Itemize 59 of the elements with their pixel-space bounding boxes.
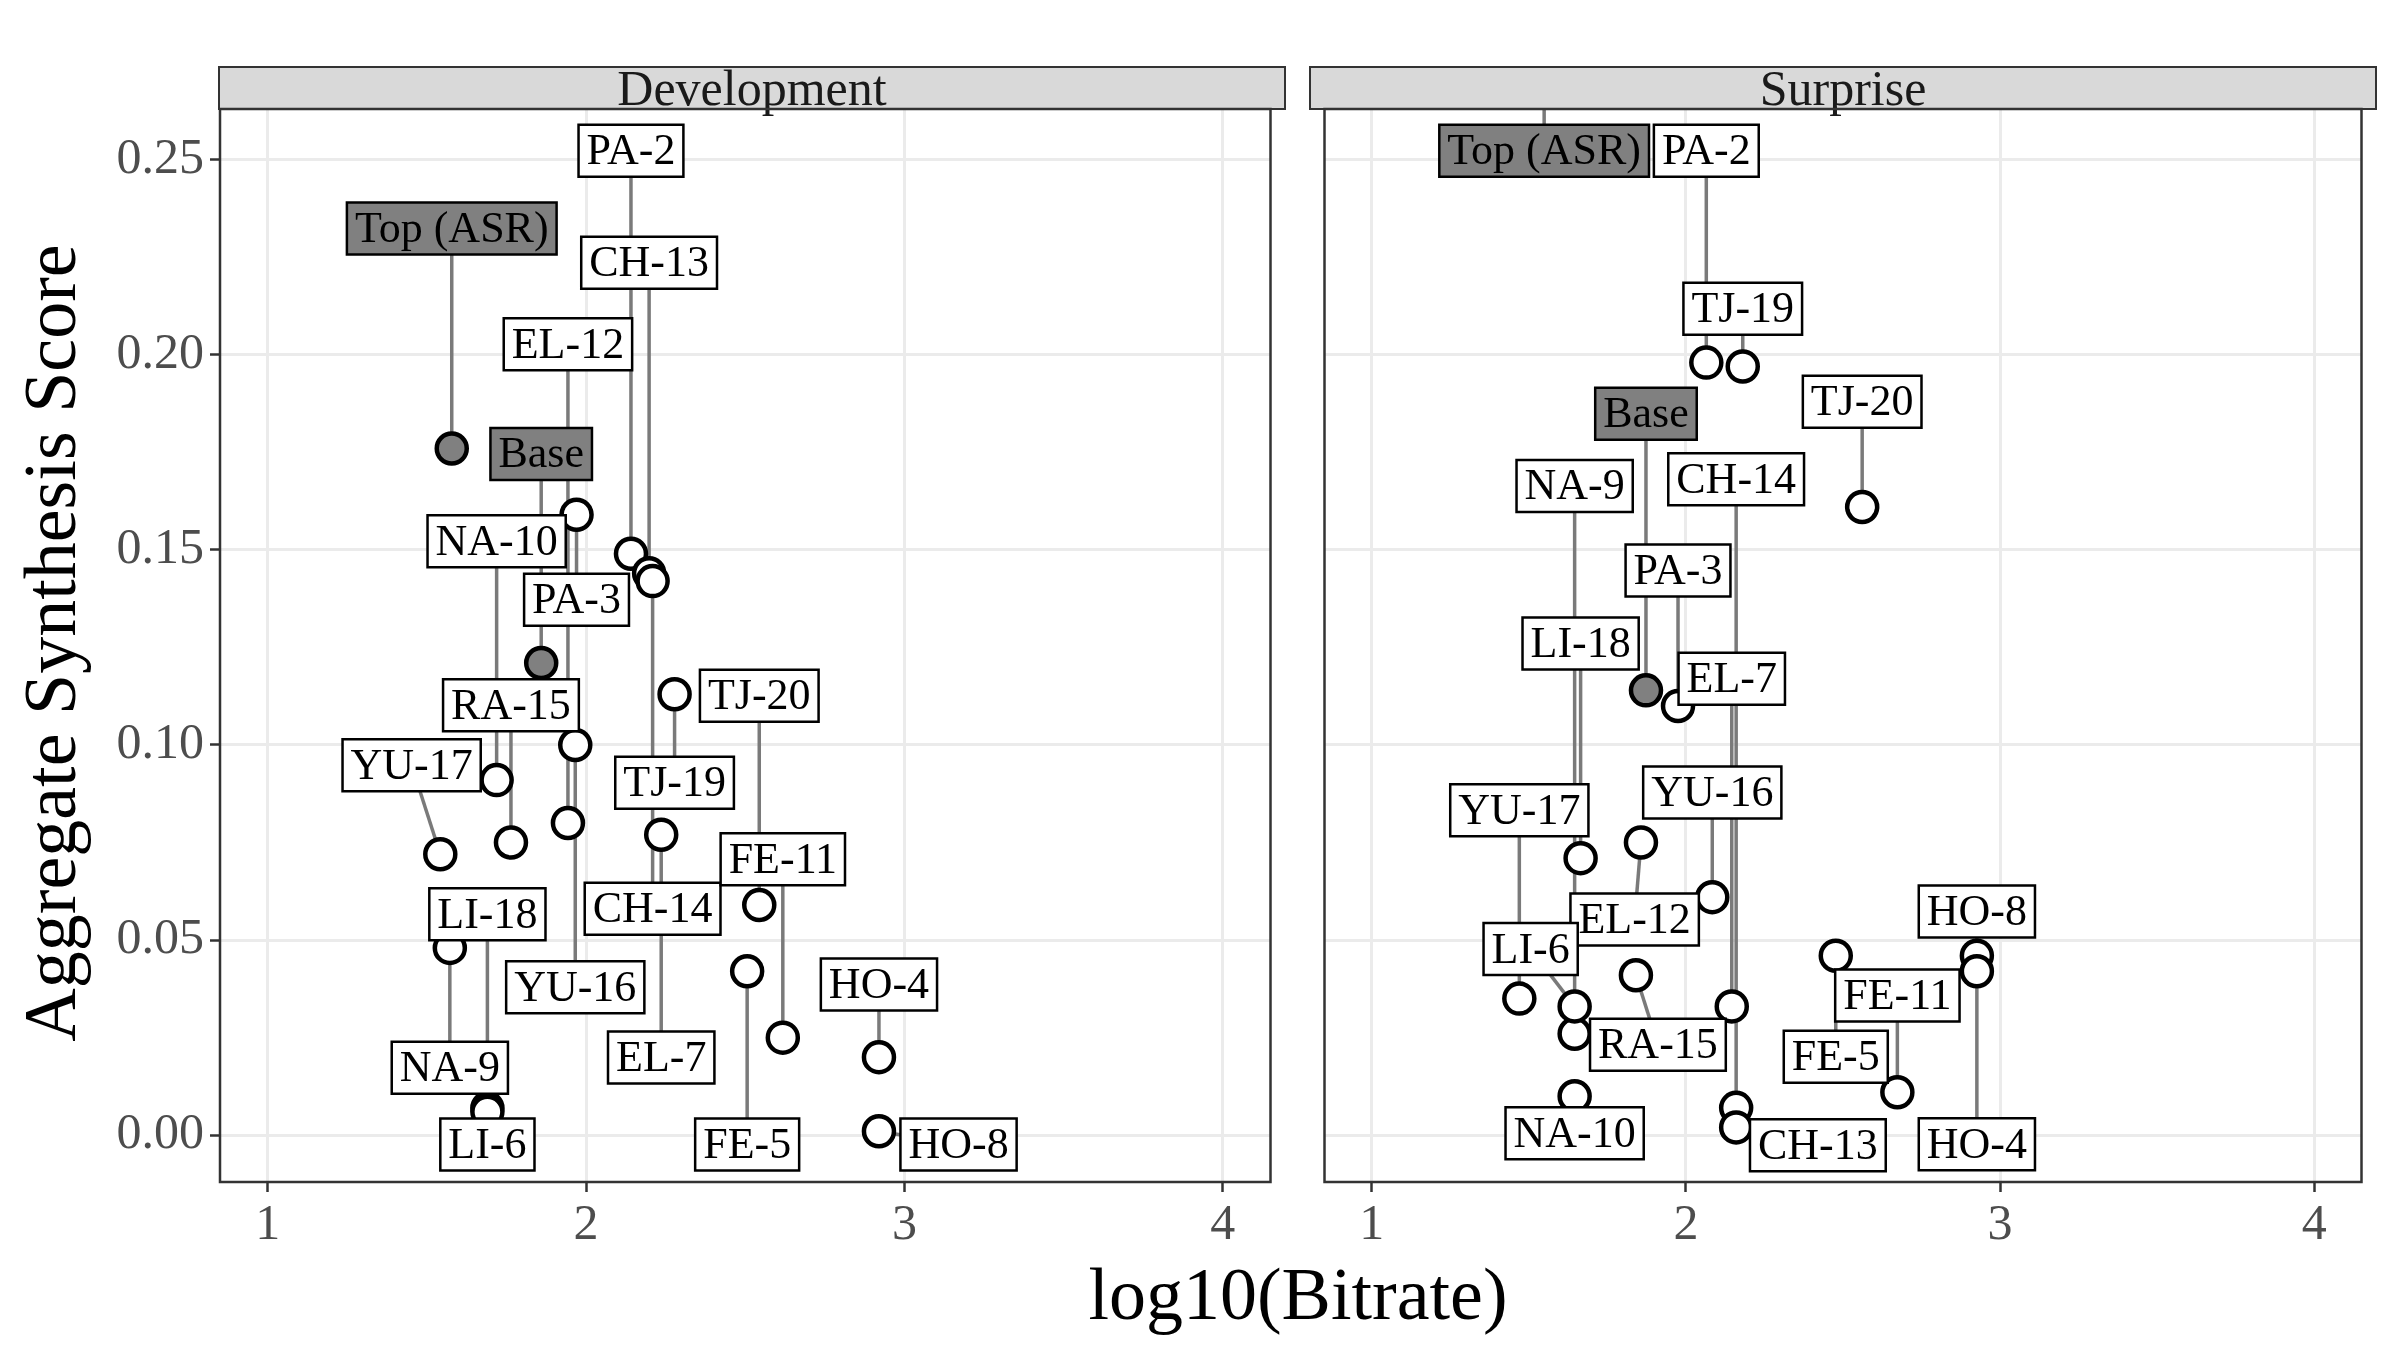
annotation: Base	[498, 428, 584, 478]
y-axis-title: Aggregate Synthesis Score	[7, 244, 92, 1042]
annotation: Base	[1603, 388, 1689, 438]
annotation: LI-18	[437, 888, 538, 938]
annotation: YU-17	[350, 739, 473, 789]
x-tick-label: 1	[1359, 1194, 1385, 1251]
annotation: CH-14	[1676, 453, 1797, 503]
annotation: PA-2	[586, 125, 676, 175]
annotation: HO-8	[908, 1119, 1009, 1169]
y-tick-label: 0.20	[116, 322, 204, 379]
annotation: HO-4	[828, 959, 930, 1009]
y-tick-label: 0.05	[116, 908, 204, 965]
annotation: PA-3	[532, 574, 621, 624]
annotation: YU-16	[1651, 767, 1774, 817]
x-tick-label: 4	[2301, 1194, 2327, 1251]
y-tick-label: 0.10	[116, 713, 204, 770]
annotation: NA-9	[399, 1042, 500, 1092]
annotation: EL-7	[1686, 653, 1777, 703]
x-tick-label: 4	[1210, 1194, 1236, 1251]
annotation: NA-10	[435, 515, 558, 565]
annotation: LI-18	[1530, 618, 1631, 668]
x-axis-title: log10(Bitrate)	[1088, 1252, 1508, 1337]
annotation: EL-12	[1578, 893, 1691, 943]
annotation: EL-12	[511, 318, 625, 368]
annotation: TJ-19	[1691, 283, 1795, 333]
x-tick-label: 3	[1987, 1194, 2013, 1251]
annotation: YU-17	[1458, 784, 1581, 834]
chart-title: Surprise	[1758, 60, 1928, 116]
x-tick-label: 2	[1673, 1194, 1699, 1251]
annotation: NA-9	[1524, 460, 1625, 510]
y-tick-label: 0.25	[116, 127, 204, 184]
chart-title: Development	[616, 60, 888, 116]
x-tick-label: 1	[255, 1194, 281, 1251]
annotation: EL-7	[616, 1032, 707, 1082]
annotation: YU-16	[514, 961, 637, 1011]
annotation: LI-6	[448, 1119, 527, 1169]
annotation: FE-11	[728, 833, 837, 883]
annotation: CH-13	[1757, 1119, 1878, 1169]
annotation: CH-14	[592, 883, 713, 933]
annotation: TJ-20	[707, 670, 811, 720]
annotation: FE-5	[1791, 1031, 1880, 1081]
x-tick-label: 3	[891, 1194, 917, 1251]
y-tick-label: 0.15	[116, 518, 204, 575]
y-tick-label: 0.00	[116, 1103, 204, 1160]
x-tick-label: 2	[573, 1194, 599, 1251]
annotation: PA-3	[1633, 545, 1723, 595]
annotation: FE-5	[703, 1119, 792, 1169]
annotation: NA-10	[1513, 1107, 1636, 1157]
annotation: LI-6	[1491, 923, 1570, 973]
annotation: PA-2	[1661, 125, 1751, 175]
annotation: TJ-20	[1810, 376, 1914, 426]
annotation: Top (ASR)	[354, 202, 549, 252]
annotation: CH-13	[589, 237, 709, 287]
annotation: FE-11	[1843, 970, 1952, 1020]
annotation: HO-8	[1926, 886, 2027, 936]
annotation: HO-4	[1926, 1118, 2027, 1168]
annotation: RA-15	[1598, 1019, 1718, 1069]
annotation: RA-15	[451, 679, 571, 729]
annotation: TJ-19	[623, 757, 726, 807]
